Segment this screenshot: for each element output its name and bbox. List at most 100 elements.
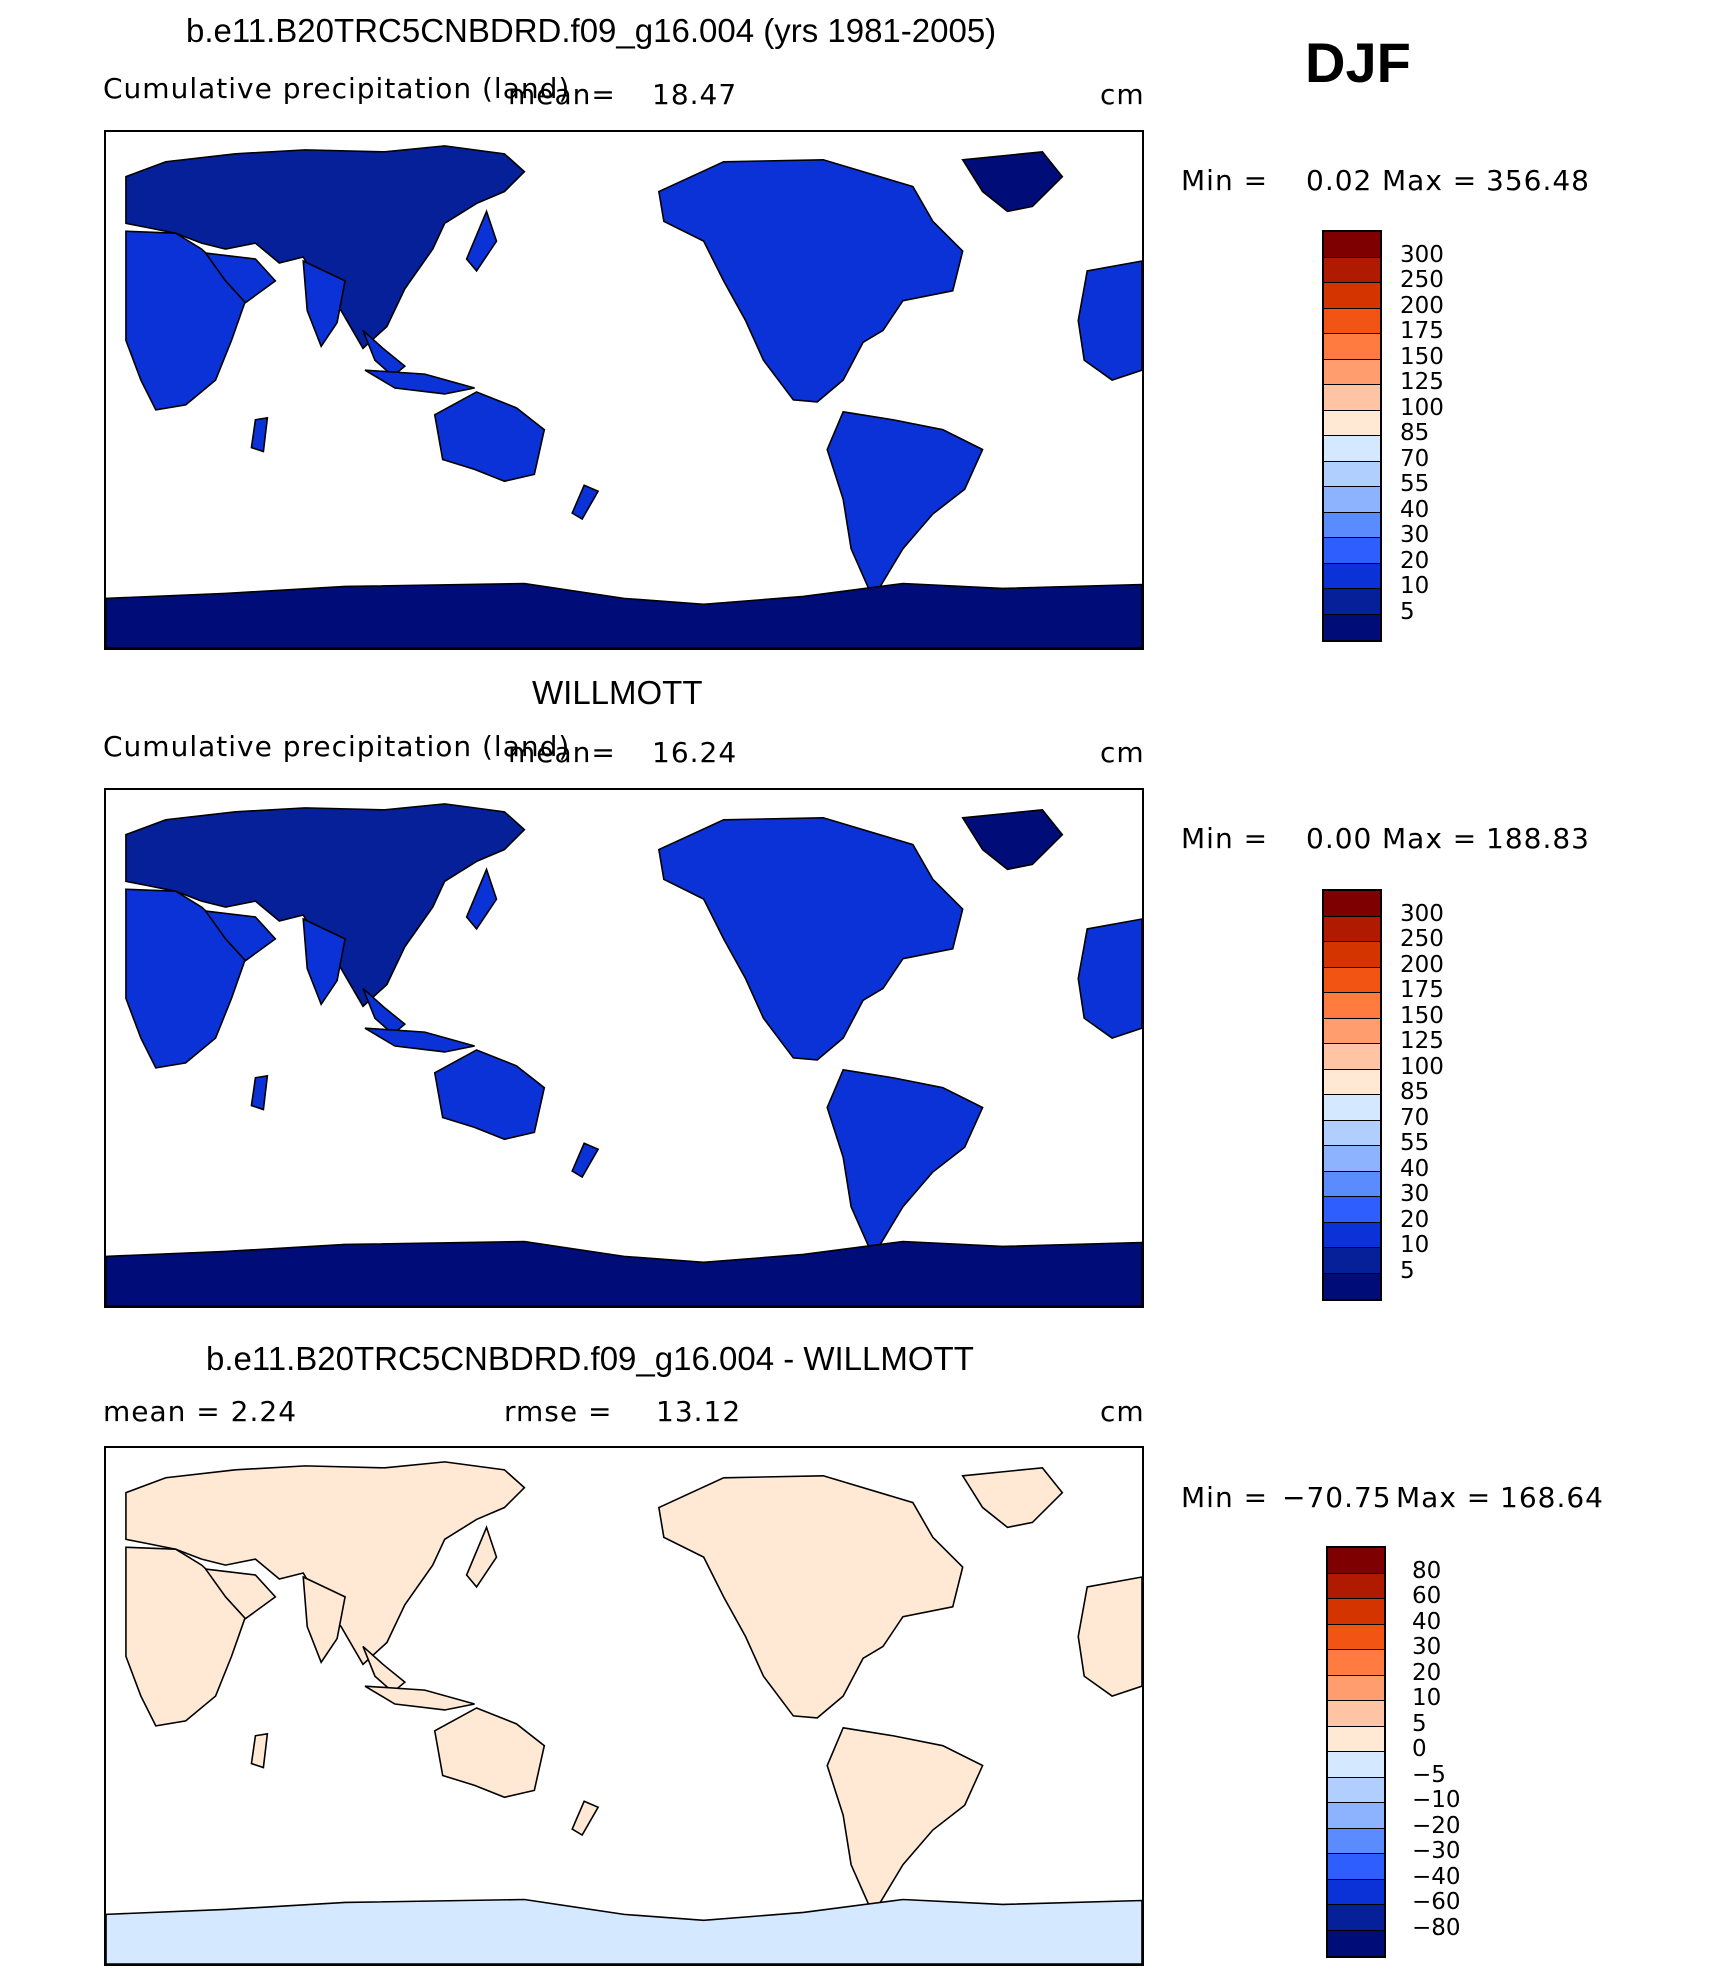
- colorbar-level-label: 200: [1400, 292, 1444, 319]
- colorbar-level-label: 300: [1400, 241, 1444, 268]
- landmass-japan: [465, 209, 498, 273]
- panel-title: b.e11.B20TRC5CNBDRD.f09_g16.004 - WILLMO…: [206, 1340, 974, 1377]
- colorbar-swatch: [1328, 1854, 1384, 1880]
- colorbar-swatch: [1328, 1777, 1384, 1803]
- colorbar-level-label: 85: [1400, 1079, 1430, 1105]
- max-label: Max =: [1396, 1481, 1492, 1514]
- mean-value: 16.24: [652, 736, 738, 769]
- colorbar-swatch: [1328, 1624, 1384, 1650]
- landmass-india: [302, 917, 346, 1007]
- panel-title: WILLMOTT: [532, 674, 703, 711]
- colorbar-level-label: 20: [1400, 547, 1430, 574]
- colorbar-swatch: [1328, 1726, 1384, 1752]
- min-label: Min =: [1181, 164, 1269, 197]
- landmass-australia: [433, 1049, 546, 1141]
- colorbar-level-label: 40: [1412, 1608, 1442, 1635]
- landmass-seasia: [362, 987, 407, 1036]
- max-value: 188.83: [1486, 822, 1590, 855]
- colorbar-swatch: [1328, 1828, 1384, 1854]
- colorbar-level-label: 30: [1412, 1634, 1442, 1660]
- colorbar-level-label: 20: [1412, 1659, 1442, 1686]
- colorbar-swatch: [1324, 916, 1380, 942]
- colorbar-swatch: [1324, 359, 1380, 385]
- landmass-africa: [125, 1546, 247, 1727]
- world-map: [104, 130, 1144, 650]
- landmass-greenland: [961, 1467, 1064, 1529]
- units-label: cm: [1100, 736, 1145, 769]
- colorbar-level-label: 60: [1412, 1583, 1442, 1609]
- rmse-label: rmse =: [504, 1395, 613, 1428]
- colorbar-level-label: 200: [1400, 951, 1444, 978]
- min-value: 0.02: [1306, 164, 1373, 197]
- landmass-madagascar: [250, 1074, 269, 1111]
- colorbar-level-label: 5: [1412, 1710, 1427, 1737]
- landmass-seasia: [362, 329, 407, 378]
- colorbar-level-label: 55: [1400, 1130, 1430, 1156]
- landmass-nz: [571, 1142, 600, 1179]
- colorbar-level-label: 100: [1400, 1053, 1444, 1080]
- landmass-japan: [465, 867, 498, 931]
- landmass-arabia: [203, 252, 277, 304]
- mean-value: 18.47: [652, 78, 738, 111]
- colorbar-swatch: [1328, 1752, 1384, 1778]
- colorbar-swatch: [1324, 891, 1380, 917]
- landmass-indonesia: [364, 1685, 475, 1711]
- landmass-europeW: [1077, 918, 1142, 1039]
- landmass-madagascar: [250, 416, 269, 453]
- min-label: Min =: [1181, 1481, 1269, 1514]
- colorbar-swatch: [1324, 1120, 1380, 1146]
- colorbar-swatch: [1324, 563, 1380, 589]
- colorbar-swatch: [1324, 1044, 1380, 1070]
- colorbar-level-label: 80: [1412, 1557, 1442, 1584]
- colorbar-level-label: 5: [1400, 598, 1415, 625]
- landmass-europeW: [1077, 260, 1142, 381]
- colorbar-swatch: [1328, 1879, 1384, 1905]
- colorbar-level-label: 250: [1400, 267, 1444, 293]
- colorbar-swatch: [1324, 942, 1380, 968]
- colorbar-level-label: −30: [1412, 1838, 1461, 1864]
- variable-label: Cumulative precipitation (land): [103, 730, 571, 763]
- mean-label: mean=: [508, 78, 616, 111]
- colorbar-swatch: [1324, 1095, 1380, 1121]
- colorbar-level-label: 0: [1412, 1736, 1427, 1762]
- colorbar-swatch: [1324, 1222, 1380, 1248]
- colorbar-swatch: [1324, 487, 1380, 513]
- colorbar-swatch: [1328, 1803, 1384, 1829]
- colorbar-level-label: −5: [1412, 1761, 1446, 1788]
- min-value: −70.75: [1282, 1481, 1392, 1514]
- colorbar-swatch: [1328, 1599, 1384, 1625]
- colorbar-swatch: [1324, 538, 1380, 564]
- units-label: cm: [1100, 1395, 1145, 1428]
- colorbar-swatch: [1324, 512, 1380, 538]
- landmass-indonesia: [364, 1027, 475, 1053]
- landmass-samerica: [826, 410, 984, 601]
- colorbar-swatch: [1324, 334, 1380, 360]
- colorbar-level-label: 150: [1400, 343, 1444, 370]
- colorbar-swatch: [1324, 283, 1380, 309]
- colorbar-swatch: [1324, 993, 1380, 1019]
- diff-mean-stat: mean = 2.24: [103, 1395, 298, 1428]
- landmass-japan: [465, 1525, 498, 1589]
- season-label: DJF: [1305, 31, 1411, 94]
- colorbar-level-label: 10: [1400, 573, 1430, 599]
- colorbar-swatch: [1328, 1701, 1384, 1727]
- colorbar-swatch: [1328, 1930, 1384, 1956]
- colorbar-level-label: 175: [1400, 977, 1444, 1003]
- colorbar-swatch: [1324, 1146, 1380, 1172]
- min-value: 0.00: [1306, 822, 1373, 855]
- landmass-africa: [125, 888, 247, 1069]
- colorbar-swatch: [1328, 1573, 1384, 1599]
- colorbar-level-label: −60: [1412, 1889, 1461, 1915]
- colorbar-level-label: 100: [1400, 394, 1444, 421]
- colorbar-swatch: [1324, 410, 1380, 436]
- max-label: Max =: [1382, 164, 1478, 197]
- colorbar-level-label: 70: [1400, 1104, 1430, 1131]
- landmass-namerica: [657, 816, 964, 1061]
- colorbar-level-label: 85: [1400, 420, 1430, 446]
- colorbar: [1326, 1546, 1386, 1958]
- colorbar-level-label: 125: [1400, 369, 1444, 395]
- panel-title: b.e11.B20TRC5CNBDRD.f09_g16.004 (yrs 198…: [186, 12, 997, 49]
- colorbar-level-label: 30: [1400, 522, 1430, 548]
- colorbar: [1322, 230, 1382, 642]
- landmass-antarctica: [106, 582, 1142, 648]
